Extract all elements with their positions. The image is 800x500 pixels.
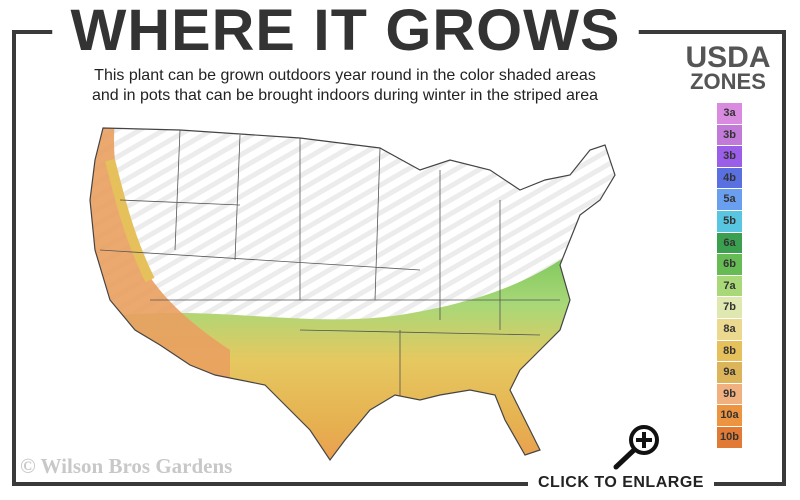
zone-swatch-9b: 9b	[717, 383, 742, 405]
zone-swatch-5a: 5a	[717, 189, 742, 210]
subtitle-line-1: This plant can be grown outdoors year ro…	[94, 67, 596, 84]
subtitle: This plant can be grown outdoors year ro…	[40, 66, 650, 106]
page-title: WHERE IT GROWS	[52, 0, 639, 62]
zone-swatch-8b: 8b	[717, 340, 742, 362]
legend-title-line-1: USDA	[685, 41, 771, 74]
zone-swatch-9a: 9a	[717, 362, 742, 383]
copyright-watermark: © Wilson Bros Gardens	[20, 454, 233, 478]
magnifier-plus-icon[interactable]	[608, 424, 664, 470]
zone-swatch-7b: 7b	[717, 297, 742, 318]
zone-swatch-6a: 6a	[717, 232, 742, 254]
zone-swatch-4b: 4b	[717, 167, 742, 189]
zone-swatch-3a: 3a	[717, 103, 742, 124]
zone-swatch-10a: 10a	[717, 405, 742, 426]
legend-title: USDA ZONES	[678, 41, 778, 94]
zone-swatch-8a: 8a	[717, 318, 742, 340]
zone-legend: 3a 3b 3b 4b 5a 5b 6a 6b 7a 7b 8a 8b 9a 9b 10a 10b	[717, 103, 742, 449]
click-to-enlarge-button[interactable]: CLICK TO ENLARGE	[528, 474, 714, 492]
subtitle-line-2: and in pots that can be brought indoors …	[91, 87, 599, 104]
legend-title-line-2: ZONES	[690, 69, 766, 94]
zone-swatch-7a: 7a	[717, 275, 742, 297]
zone-swatch-6b: 6b	[717, 254, 742, 275]
zone-swatch-3b: 3b	[717, 124, 742, 146]
zone-swatch-3b: 3b	[717, 146, 742, 167]
zone-swatch-10b: 10b	[717, 426, 742, 448]
zone-swatch-5b: 5b	[717, 210, 742, 232]
